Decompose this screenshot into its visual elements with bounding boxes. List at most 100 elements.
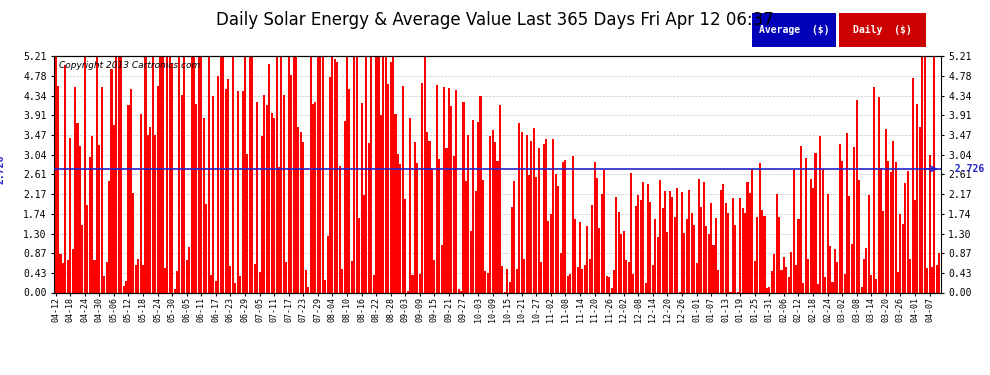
Bar [154,135,156,292]
Bar [487,273,489,292]
Bar [479,96,481,292]
Bar [880,168,882,292]
Bar [855,100,857,292]
Bar [837,262,839,292]
Bar [744,213,746,292]
Bar [768,287,770,292]
Bar [581,269,583,292]
Bar [496,162,499,292]
Bar [810,179,812,292]
Bar [766,288,768,292]
Bar [666,232,668,292]
Bar [922,56,924,292]
Bar [929,155,931,292]
Bar [290,75,292,292]
Bar [242,91,244,292]
Bar [576,267,578,292]
Bar [904,183,906,292]
Bar [802,283,805,292]
Bar [210,275,212,292]
Bar [329,77,331,292]
Bar [499,105,501,292]
Bar [746,182,748,292]
Bar [59,254,61,292]
Bar [775,194,778,292]
Bar [912,78,914,292]
Bar [899,214,902,292]
Bar [649,202,651,292]
Text: Average  ($): Average ($) [758,25,830,35]
Bar [452,156,454,292]
Bar [247,154,248,292]
Bar [868,195,870,292]
Bar [669,191,671,292]
Bar [860,287,862,292]
Text: Daily  ($): Daily ($) [853,25,912,35]
Bar [902,224,904,292]
Bar [635,206,637,292]
Bar [735,225,737,292]
Bar [705,226,707,292]
Bar [414,142,416,292]
Bar [907,171,909,292]
Bar [307,287,309,292]
Bar [557,186,559,292]
Bar [295,56,297,292]
Bar [305,270,307,292]
Bar [569,274,571,292]
Bar [256,102,258,292]
Bar [407,291,409,292]
Bar [390,62,392,292]
Bar [591,205,593,292]
Bar [145,56,147,292]
Bar [280,56,282,292]
Bar [412,275,414,292]
Bar [516,269,518,292]
Bar [877,97,880,292]
Bar [494,142,496,292]
Bar [917,104,919,292]
Bar [353,56,355,292]
Bar [661,209,663,292]
Bar [651,265,653,292]
Bar [664,191,666,292]
Bar [533,128,535,292]
Bar [870,274,872,292]
Bar [839,144,841,292]
Bar [807,259,809,292]
Bar [780,270,782,292]
Bar [166,56,168,292]
Bar [258,272,260,292]
Bar [270,113,273,292]
Bar [742,208,743,292]
Bar [285,262,287,292]
Bar [805,158,807,292]
Bar [926,268,929,292]
Bar [151,56,153,292]
Bar [133,193,135,292]
Bar [727,213,729,292]
Bar [850,244,853,292]
Bar [509,282,511,292]
Bar [457,288,459,292]
Bar [788,277,790,292]
Bar [696,263,698,292]
Bar [168,56,171,292]
Bar [370,56,372,292]
Bar [334,59,336,292]
Bar [822,168,824,292]
Bar [531,141,533,292]
Bar [482,180,484,292]
Bar [914,200,916,292]
Bar [489,136,491,292]
Bar [297,127,299,292]
Bar [426,132,428,292]
Bar [183,56,185,292]
Bar [492,129,494,292]
Bar [798,219,800,292]
Bar [730,291,732,292]
Bar [213,96,215,292]
Bar [603,170,605,292]
Bar [763,216,765,292]
Bar [288,56,290,292]
